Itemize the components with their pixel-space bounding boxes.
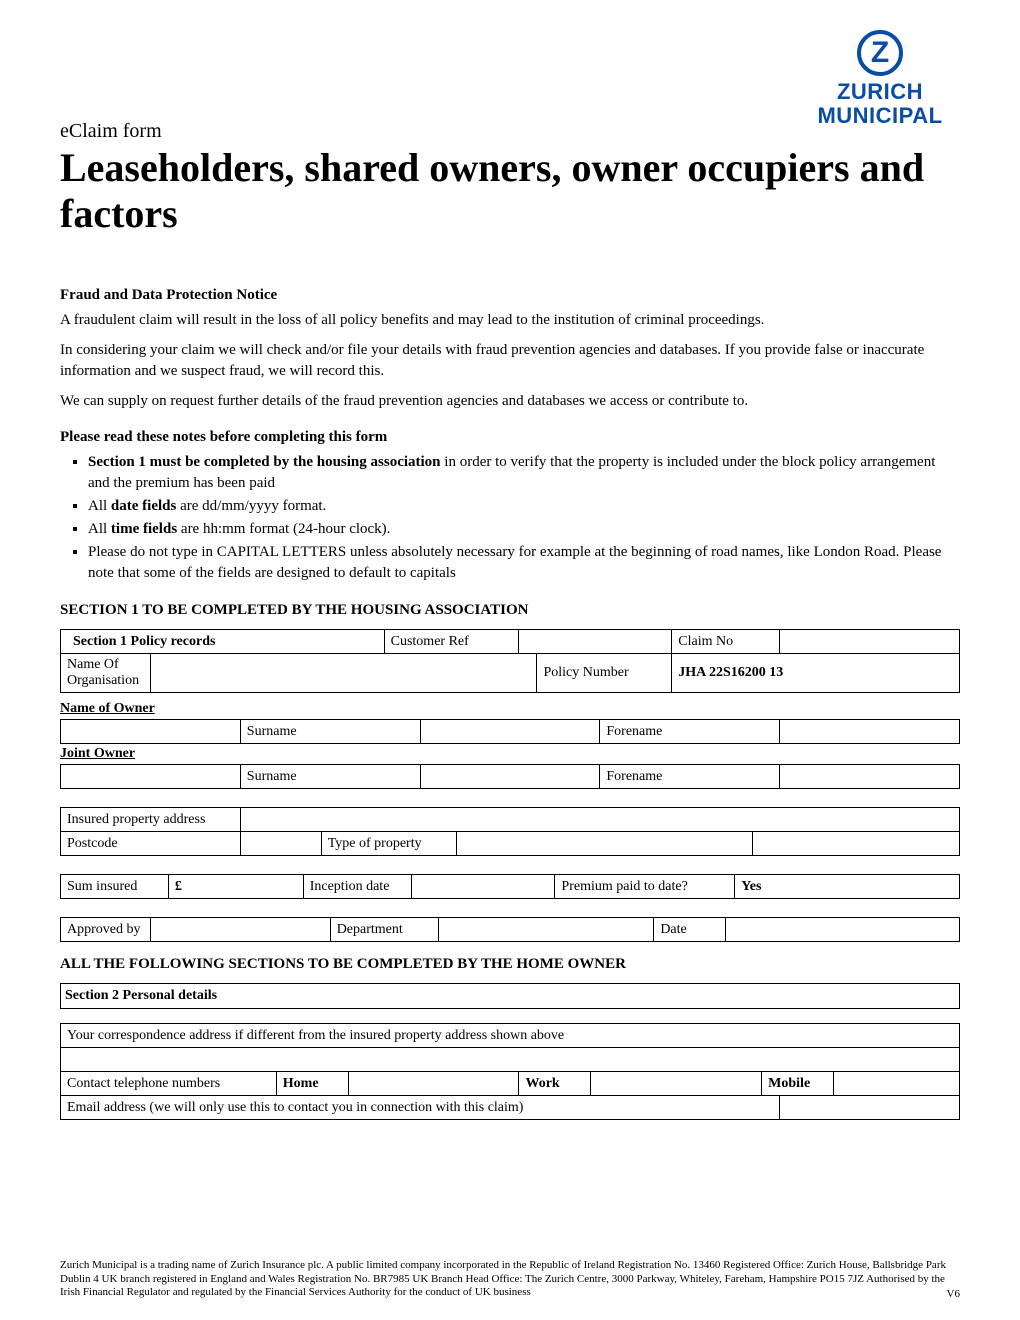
cell-customer-ref-value[interactable]	[519, 630, 672, 654]
logo-text-1: ZURICH	[800, 80, 960, 104]
notice-p3: We can supply on request further details…	[60, 391, 960, 411]
cell-work-value[interactable]	[591, 1072, 762, 1096]
cell-approvedby-label: Approved by	[61, 918, 151, 942]
cell-date-label: Date	[654, 918, 726, 942]
cell-email-value[interactable]	[780, 1096, 960, 1120]
contact-table: Contact telephone numbers Home Work Mobi…	[60, 1071, 960, 1096]
owner-table: Surname Forename	[60, 719, 960, 744]
note-bold: date fields	[111, 498, 176, 514]
cell-forename-label2: Forename	[600, 765, 780, 789]
owner-sections-header: ALL THE FOLLOWING SECTIONS TO BE COMPLET…	[60, 956, 960, 973]
joint-owner-table: Surname Forename	[60, 764, 960, 789]
cell-forename-value2[interactable]	[780, 765, 960, 789]
logo-text-2: MUNICIPAL	[800, 104, 960, 128]
sum-insured-table: Sum insured £ Inception date Premium pai…	[60, 874, 960, 899]
cell-inception-value[interactable]	[411, 875, 555, 899]
address-table: Insured property address Postcode Type o…	[60, 807, 960, 856]
note-bold: Section 1 must be completed by the housi…	[88, 454, 441, 470]
cell-suminsured-label: Sum insured	[61, 875, 169, 899]
cell-surname-label: Surname	[240, 720, 420, 744]
cell-postcode-value[interactable]	[240, 832, 321, 856]
cell-mobile-value[interactable]	[834, 1072, 960, 1096]
joint-owner-label: Joint Owner	[60, 746, 960, 762]
cell-policy-records: Section 1 Policy records	[61, 630, 385, 654]
cell-surname-value2[interactable]	[420, 765, 600, 789]
note-text: All	[88, 521, 111, 537]
cell-home-label: Home	[276, 1072, 348, 1096]
cell-postcode-label: Postcode	[61, 832, 241, 856]
cell-claimno-label: Claim No	[672, 630, 780, 654]
cell-org-label: Name Of Organisation	[61, 654, 151, 693]
cell-customer-ref-label: Customer Ref	[384, 630, 519, 654]
cell-premium-value: Yes	[735, 875, 960, 899]
cell-surname-value[interactable]	[420, 720, 600, 744]
section2-header: Section 2 Personal details	[60, 983, 960, 1009]
cell-forename-label: Forename	[600, 720, 780, 744]
note-text: are hh:mm format (24-hour clock).	[177, 521, 390, 537]
list-item: All date fields are dd/mm/yyyy format.	[88, 496, 960, 517]
approval-table: Approved by Department Date	[60, 917, 960, 942]
cell-policynum-value: JHA 22S16200 13	[672, 654, 960, 693]
cell-typeprop-extra[interactable]	[753, 832, 960, 856]
policy-records-table: Section 1 Policy records Customer Ref Cl…	[60, 629, 960, 654]
section1-header: SECTION 1 TO BE COMPLETED BY THE HOUSING…	[60, 602, 960, 619]
note-text: Please do not type in CAPITAL LETTERS un…	[88, 544, 941, 581]
cell-typeprop-label: Type of property	[321, 832, 456, 856]
list-item: Section 1 must be completed by the housi…	[88, 452, 960, 494]
cell-approvedby-value[interactable]	[150, 918, 330, 942]
cell-corr-addr-value[interactable]	[61, 1048, 960, 1072]
notice-p1: A fraudulent claim will result in the lo…	[60, 310, 960, 330]
cell-pound[interactable]: £	[168, 875, 303, 899]
name-of-owner-label: Name of Owner	[60, 701, 960, 717]
correspondence-table: Your correspondence address if different…	[60, 1023, 960, 1072]
cell-dept-label: Department	[330, 918, 438, 942]
cell-work-label: Work	[519, 1072, 591, 1096]
cell-forename-value[interactable]	[780, 720, 960, 744]
email-table: Email address (we will only use this to …	[60, 1095, 960, 1120]
logo-icon: Z	[857, 30, 903, 76]
cell-dept-value[interactable]	[438, 918, 654, 942]
list-item: All time fields are hh:mm format (24-hou…	[88, 519, 960, 540]
cell-typeprop-value[interactable]	[456, 832, 753, 856]
cell-mobile-label: Mobile	[762, 1072, 834, 1096]
org-table: Name Of Organisation Policy Number JHA 2…	[60, 653, 960, 693]
notes-list: Section 1 must be completed by the housi…	[60, 452, 960, 584]
notice-p2: In considering your claim we will check …	[60, 340, 960, 381]
page-title: Leaseholders, shared owners, owner occup…	[60, 145, 960, 237]
cell-home-value[interactable]	[348, 1072, 519, 1096]
cell-inception-label: Inception date	[303, 875, 411, 899]
footer-text: Zurich Municipal is a trading name of Zu…	[60, 1259, 960, 1300]
note-bold: time fields	[111, 521, 177, 537]
notes-heading: Please read these notes before completin…	[60, 429, 960, 446]
notice-heading: Fraud and Data Protection Notice	[60, 287, 960, 304]
cell-policynum-label: Policy Number	[537, 654, 672, 693]
brand-logo: Z ZURICH MUNICIPAL	[800, 30, 960, 128]
cell-contact-label: Contact telephone numbers	[61, 1072, 277, 1096]
cell-owner-blank1[interactable]	[61, 720, 241, 744]
cell-premium-label: Premium paid to date?	[555, 875, 735, 899]
list-item: Please do not type in CAPITAL LETTERS un…	[88, 542, 960, 584]
cell-insured-addr-value[interactable]	[240, 808, 959, 832]
note-text: All	[88, 498, 111, 514]
cell-org-value[interactable]	[150, 654, 537, 693]
note-text: are dd/mm/yyyy format.	[176, 498, 326, 514]
cell-surname-label2: Surname	[240, 765, 420, 789]
cell-corr-addr-label: Your correspondence address if different…	[61, 1024, 960, 1048]
cell-email-label: Email address (we will only use this to …	[61, 1096, 780, 1120]
cell-joint-blank1[interactable]	[61, 765, 241, 789]
cell-insured-addr-label: Insured property address	[61, 808, 241, 832]
cell-claimno-value[interactable]	[780, 630, 960, 654]
cell-date-value[interactable]	[726, 918, 960, 942]
version-text: V6	[947, 1288, 960, 1300]
